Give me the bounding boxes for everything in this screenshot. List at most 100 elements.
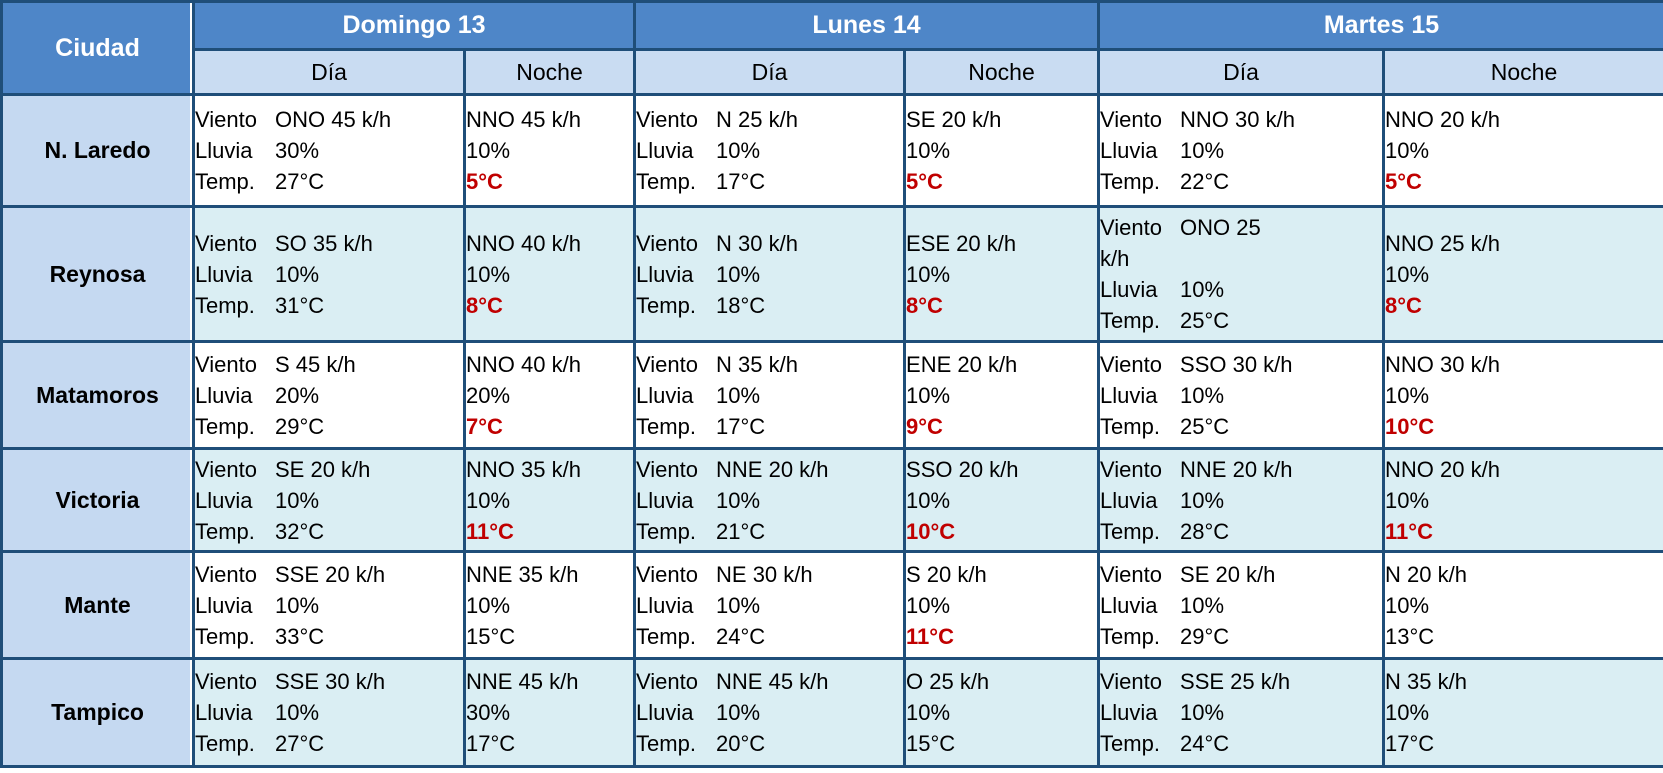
rain-value: 10%: [716, 487, 761, 513]
table-row: Mante Viento SSE 20 k/h Lluvia 10% Temp. 33°C N…: [0, 550, 1663, 660]
rain-line: 10%: [468, 135, 632, 166]
temp-value: 27°C: [275, 731, 325, 756]
temp-line: 5°C: [1387, 166, 1662, 197]
temp-line: 5°C: [908, 166, 1096, 197]
wind-value: ESE 20 k/h: [906, 230, 1017, 256]
forecast-night-cell: NNE 35 k/h 10% 15°C: [462, 550, 637, 660]
forecast-night-cell: O 25 k/h 10% 15°C: [903, 657, 1101, 768]
forecast-day-cell: Viento N 35 k/h Lluvia 10% Temp. 17°C: [633, 340, 907, 450]
temp-value: 5°C: [466, 169, 503, 194]
rain-value: 10%: [1385, 700, 1430, 725]
city-name: Victoria: [55, 486, 140, 513]
temp-label: Temp.: [636, 292, 696, 318]
temp-line: Temp. 17°C: [638, 411, 902, 442]
rain-value: 10%: [716, 261, 761, 287]
forecast-night-cell: N 35 k/h 10% 17°C: [1382, 657, 1663, 768]
rain-label: Lluvia: [195, 487, 253, 513]
temp-value: 17°C: [1385, 731, 1435, 756]
forecast-day-cell: Viento SE 20 k/h Lluvia 10% Temp. 32°C: [192, 447, 466, 553]
temp-line: Temp. 29°C: [197, 411, 462, 442]
rain-value: 10%: [1180, 487, 1225, 513]
wind-line: NNE 35 k/h: [468, 559, 632, 590]
header-row-days: Ciudad Domingo 13 Lunes 14 Martes 15: [0, 0, 1663, 96]
temp-label: Temp.: [1100, 731, 1160, 756]
rain-line: 10%: [1387, 259, 1662, 290]
rain-value: 10%: [275, 487, 320, 513]
rain-value: 10%: [716, 700, 761, 725]
temp-line: 8°C: [908, 290, 1096, 321]
table-row: Tampico Viento SSE 30 k/h Lluvia 10% Temp. 27°…: [0, 657, 1663, 768]
temp-value: 20°C: [716, 731, 766, 756]
rain-line: 10%: [466, 259, 632, 290]
rain-line: 10%: [466, 485, 632, 516]
rain-line: Lluvia 10%: [1100, 697, 1381, 728]
rain-value: 20%: [466, 382, 511, 408]
rain-line: Lluvia 10%: [638, 485, 902, 516]
city-cell: N. Laredo: [0, 93, 195, 208]
header-row-periods: Día Noche Día Noche Día Noche: [2, 48, 1663, 96]
forecast-day-cell: Viento SE 20 k/h Lluvia 10% Temp. 29°C: [1097, 550, 1386, 660]
forecast-table-body: N. Laredo Viento ONO 45 k/h Lluvia 30% Temp. 2…: [0, 93, 1663, 768]
forecast-day-cell: Viento S 45 k/h Lluvia 20% Temp. 29°C: [192, 340, 466, 450]
wind-label: Viento: [195, 107, 257, 132]
city-cell: Mante: [0, 550, 195, 660]
temp-line: 7°C: [466, 411, 632, 442]
rain-label: Lluvia: [1100, 700, 1158, 725]
temp-value: 7°C: [466, 413, 503, 439]
temp-line: Temp. 31°C: [197, 290, 462, 321]
wind-line: Viento SSE 30 k/h: [195, 666, 462, 697]
wind-line: Viento NNE 20 k/h: [638, 454, 902, 485]
temp-line: 17°C: [1385, 728, 1662, 759]
forecast-day-cell: Viento ONO 45 k/h Lluvia 30% Temp. 27°C: [192, 93, 466, 208]
rain-value: 10%: [1180, 700, 1225, 725]
rain-line: Lluvia 10%: [638, 259, 902, 290]
forecast-night-cell: S 20 k/h 10% 11°C: [903, 550, 1101, 660]
wind-label: Viento: [195, 669, 257, 694]
rain-line: 10%: [468, 590, 632, 621]
temp-value: 10°C: [1385, 413, 1435, 439]
rain-value: 10%: [275, 700, 320, 725]
temp-line: 8°C: [1387, 290, 1662, 321]
wind-line: Viento N 25 k/h: [638, 104, 902, 135]
temp-value: 24°C: [716, 623, 766, 649]
wind-value: ONO 45 k/h: [275, 107, 392, 132]
wind-line: Viento N 35 k/h: [638, 349, 902, 380]
city-name: Reynosa: [49, 260, 146, 287]
wind-label: Viento: [1100, 456, 1162, 482]
forecast-night-cell: N 20 k/h 10% 13°C: [1382, 550, 1663, 660]
temp-value: 33°C: [275, 623, 325, 649]
rain-value: 30%: [466, 700, 511, 725]
wind-label: Viento: [1100, 351, 1162, 377]
wind-value: NNO 30 k/h: [1180, 107, 1295, 132]
rain-value: 10%: [466, 487, 511, 513]
wind-label: Viento: [636, 669, 698, 694]
wind-value: SO 35 k/h: [275, 230, 373, 256]
column-header-dia-lunes: Día: [633, 48, 907, 96]
forecast-night-cell: SSO 20 k/h 10% 10°C: [903, 447, 1101, 553]
rain-label: Lluvia: [1100, 592, 1158, 618]
temp-line: 9°C: [908, 411, 1096, 442]
column-header-lunes-14: Lunes 14: [633, 0, 1101, 51]
wind-line: N 20 k/h: [1387, 559, 1662, 590]
forecast-night-cell: NNO 40 k/h 10% 8°C: [462, 205, 637, 343]
wind-line: Viento NE 30 k/h: [638, 559, 902, 590]
wind-label: Viento: [195, 351, 257, 377]
wind-label: Viento: [195, 456, 257, 482]
rain-line: Lluvia 20%: [197, 380, 462, 411]
forecast-day-cell: Viento SSO 30 k/h Lluvia 10% Temp. 25°C: [1097, 340, 1386, 450]
temp-value: 24°C: [1180, 731, 1230, 756]
wind-line: Viento ONO 45 k/h: [195, 104, 462, 135]
temp-value: 18°C: [716, 292, 766, 318]
rain-value: 10%: [466, 261, 511, 287]
temp-line: Temp. 24°C: [638, 621, 902, 652]
rain-line: 10%: [908, 259, 1096, 290]
wind-line: NNO 35 k/h: [468, 454, 632, 485]
wind-value: ENE 20 k/h: [906, 351, 1018, 377]
city-cell: Tampico: [0, 657, 195, 768]
temp-value: 13°C: [1385, 623, 1435, 649]
wind-value: NNO 25 k/h: [1385, 230, 1500, 256]
wind-value: SSO 30 k/h: [1180, 351, 1293, 377]
rain-line: Lluvia 10%: [638, 590, 902, 621]
rain-line: 30%: [466, 697, 632, 728]
temp-value: 10°C: [906, 518, 956, 544]
